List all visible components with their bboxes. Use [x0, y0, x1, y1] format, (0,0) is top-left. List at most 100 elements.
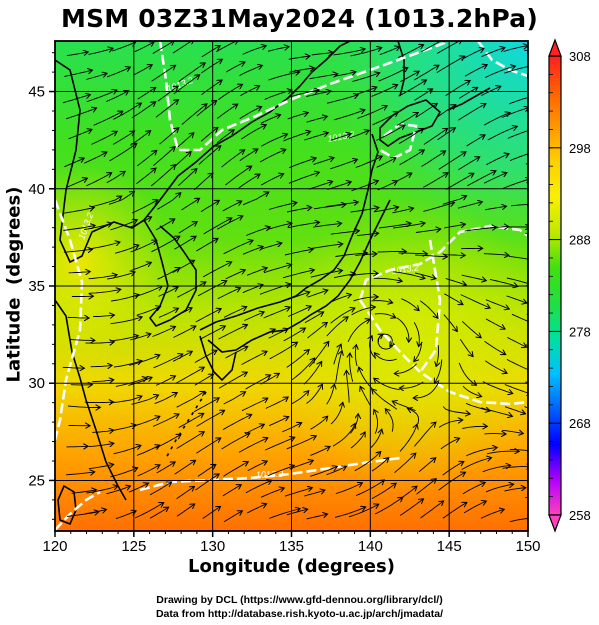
streamline [193, 398, 219, 413]
streamline [174, 152, 191, 167]
streamline [267, 465, 295, 477]
streamline [393, 271, 425, 279]
streamline [246, 268, 267, 276]
streamline [398, 80, 427, 97]
streamline [172, 260, 195, 273]
streamline [110, 295, 139, 302]
streamline [442, 406, 470, 415]
y-axis-label: Latitude (degrees) [3, 186, 25, 383]
streamline [461, 320, 481, 338]
streamline [157, 268, 181, 280]
streamline [110, 396, 142, 404]
streamline [240, 86, 259, 97]
streamline [374, 314, 396, 318]
streamline [330, 134, 352, 141]
streamline [462, 385, 482, 396]
streamline [376, 158, 396, 168]
streamline [373, 207, 399, 213]
streamline [350, 414, 358, 434]
streamline [379, 47, 400, 56]
streamline [415, 255, 447, 257]
streamline [223, 392, 246, 405]
streamline [374, 353, 397, 361]
streamline [115, 378, 147, 387]
streamline [155, 376, 175, 386]
streamline [201, 59, 222, 74]
streamline [434, 359, 443, 384]
streamline [399, 486, 417, 500]
streamline [401, 298, 419, 311]
streamline [202, 262, 232, 278]
streamline [310, 270, 343, 278]
streamline [310, 244, 343, 250]
streamline [438, 420, 463, 428]
streamline [178, 413, 204, 428]
streamline [90, 365, 113, 366]
x-axis-label: Longitude (degrees) [188, 556, 395, 577]
streamline [91, 196, 121, 208]
streamline [86, 73, 107, 80]
streamline [196, 101, 217, 117]
streamline [359, 367, 373, 389]
streamline [193, 173, 213, 191]
streamline [283, 131, 310, 142]
streamline [525, 162, 528, 165]
streamline [394, 363, 417, 374]
streamline [225, 346, 248, 359]
streamline [157, 86, 178, 102]
streamline [285, 292, 310, 301]
streamline [175, 367, 204, 384]
streamline [372, 112, 399, 126]
streamline [65, 108, 97, 120]
streamline [306, 514, 328, 520]
streamline [221, 433, 250, 450]
streamline [288, 306, 311, 317]
streamline [326, 466, 347, 476]
streamline [196, 438, 220, 454]
streamline [128, 217, 152, 229]
streamline [308, 181, 333, 190]
streamline [418, 458, 436, 473]
streamline [177, 133, 194, 148]
streamline [335, 253, 367, 257]
streamline [481, 407, 512, 417]
streamline [238, 174, 260, 189]
streamline [176, 486, 195, 500]
streamline [136, 168, 156, 185]
streamline [196, 238, 218, 252]
x-tick-label: 140 [358, 538, 383, 555]
streamline [242, 46, 267, 55]
streamline [357, 106, 387, 119]
streamline [238, 438, 268, 453]
streamline [260, 174, 284, 186]
streamline [443, 314, 458, 332]
streamline [282, 270, 314, 279]
streamline [172, 308, 192, 318]
streamline [135, 286, 162, 298]
streamline [152, 41, 175, 54]
streamline [195, 474, 219, 491]
streamline [442, 502, 467, 519]
streamline [223, 462, 249, 477]
streamline [93, 111, 123, 126]
streamline [355, 156, 383, 168]
streamline [88, 242, 120, 250]
streamline [360, 386, 371, 406]
streamline [269, 417, 289, 427]
streamline [131, 102, 156, 119]
streamline [150, 165, 175, 187]
streamline [399, 381, 424, 388]
streamline [130, 240, 157, 253]
streamline [354, 452, 381, 472]
streamline [263, 265, 292, 274]
streamline [291, 358, 314, 381]
x-tick-label: 150 [515, 538, 540, 555]
streamline [155, 219, 175, 231]
streamline [503, 46, 528, 52]
streamline [223, 511, 243, 523]
streamline [334, 72, 356, 77]
streamline [485, 360, 507, 374]
streamline [263, 307, 291, 319]
streamline [504, 406, 525, 414]
streamline [201, 80, 223, 96]
